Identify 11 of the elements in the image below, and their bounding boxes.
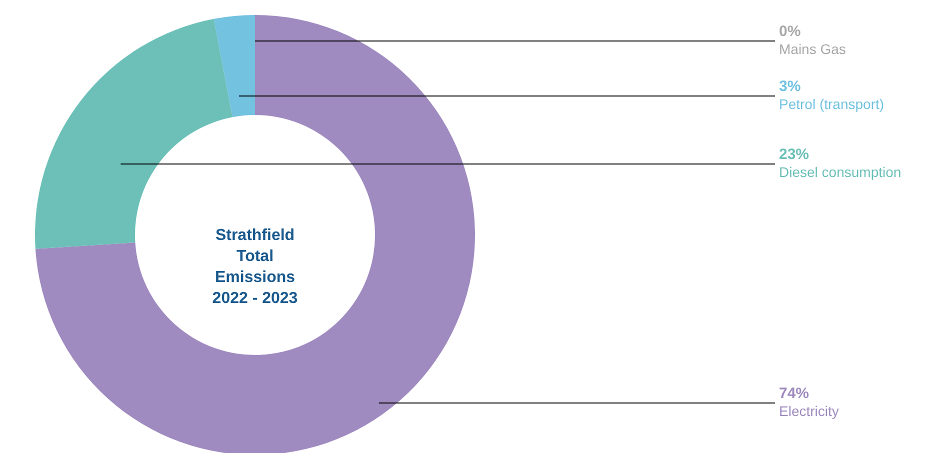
slice-label: Petrol (transport) <box>779 96 884 112</box>
data-label: 23% <box>779 146 810 163</box>
text: Strathfield Total Emissions 2022 - 2023 <box>212 227 298 307</box>
donut-slice <box>214 15 255 118</box>
donut-slice <box>35 15 475 453</box>
slice-label: Diesel consumption <box>779 164 902 180</box>
text: 0% <box>779 23 801 40</box>
data-label: 3% <box>779 78 801 95</box>
slice-label: Electricity <box>779 403 839 419</box>
data-label: 74% <box>779 385 810 402</box>
category-label: Mains Gas <box>779 41 846 57</box>
